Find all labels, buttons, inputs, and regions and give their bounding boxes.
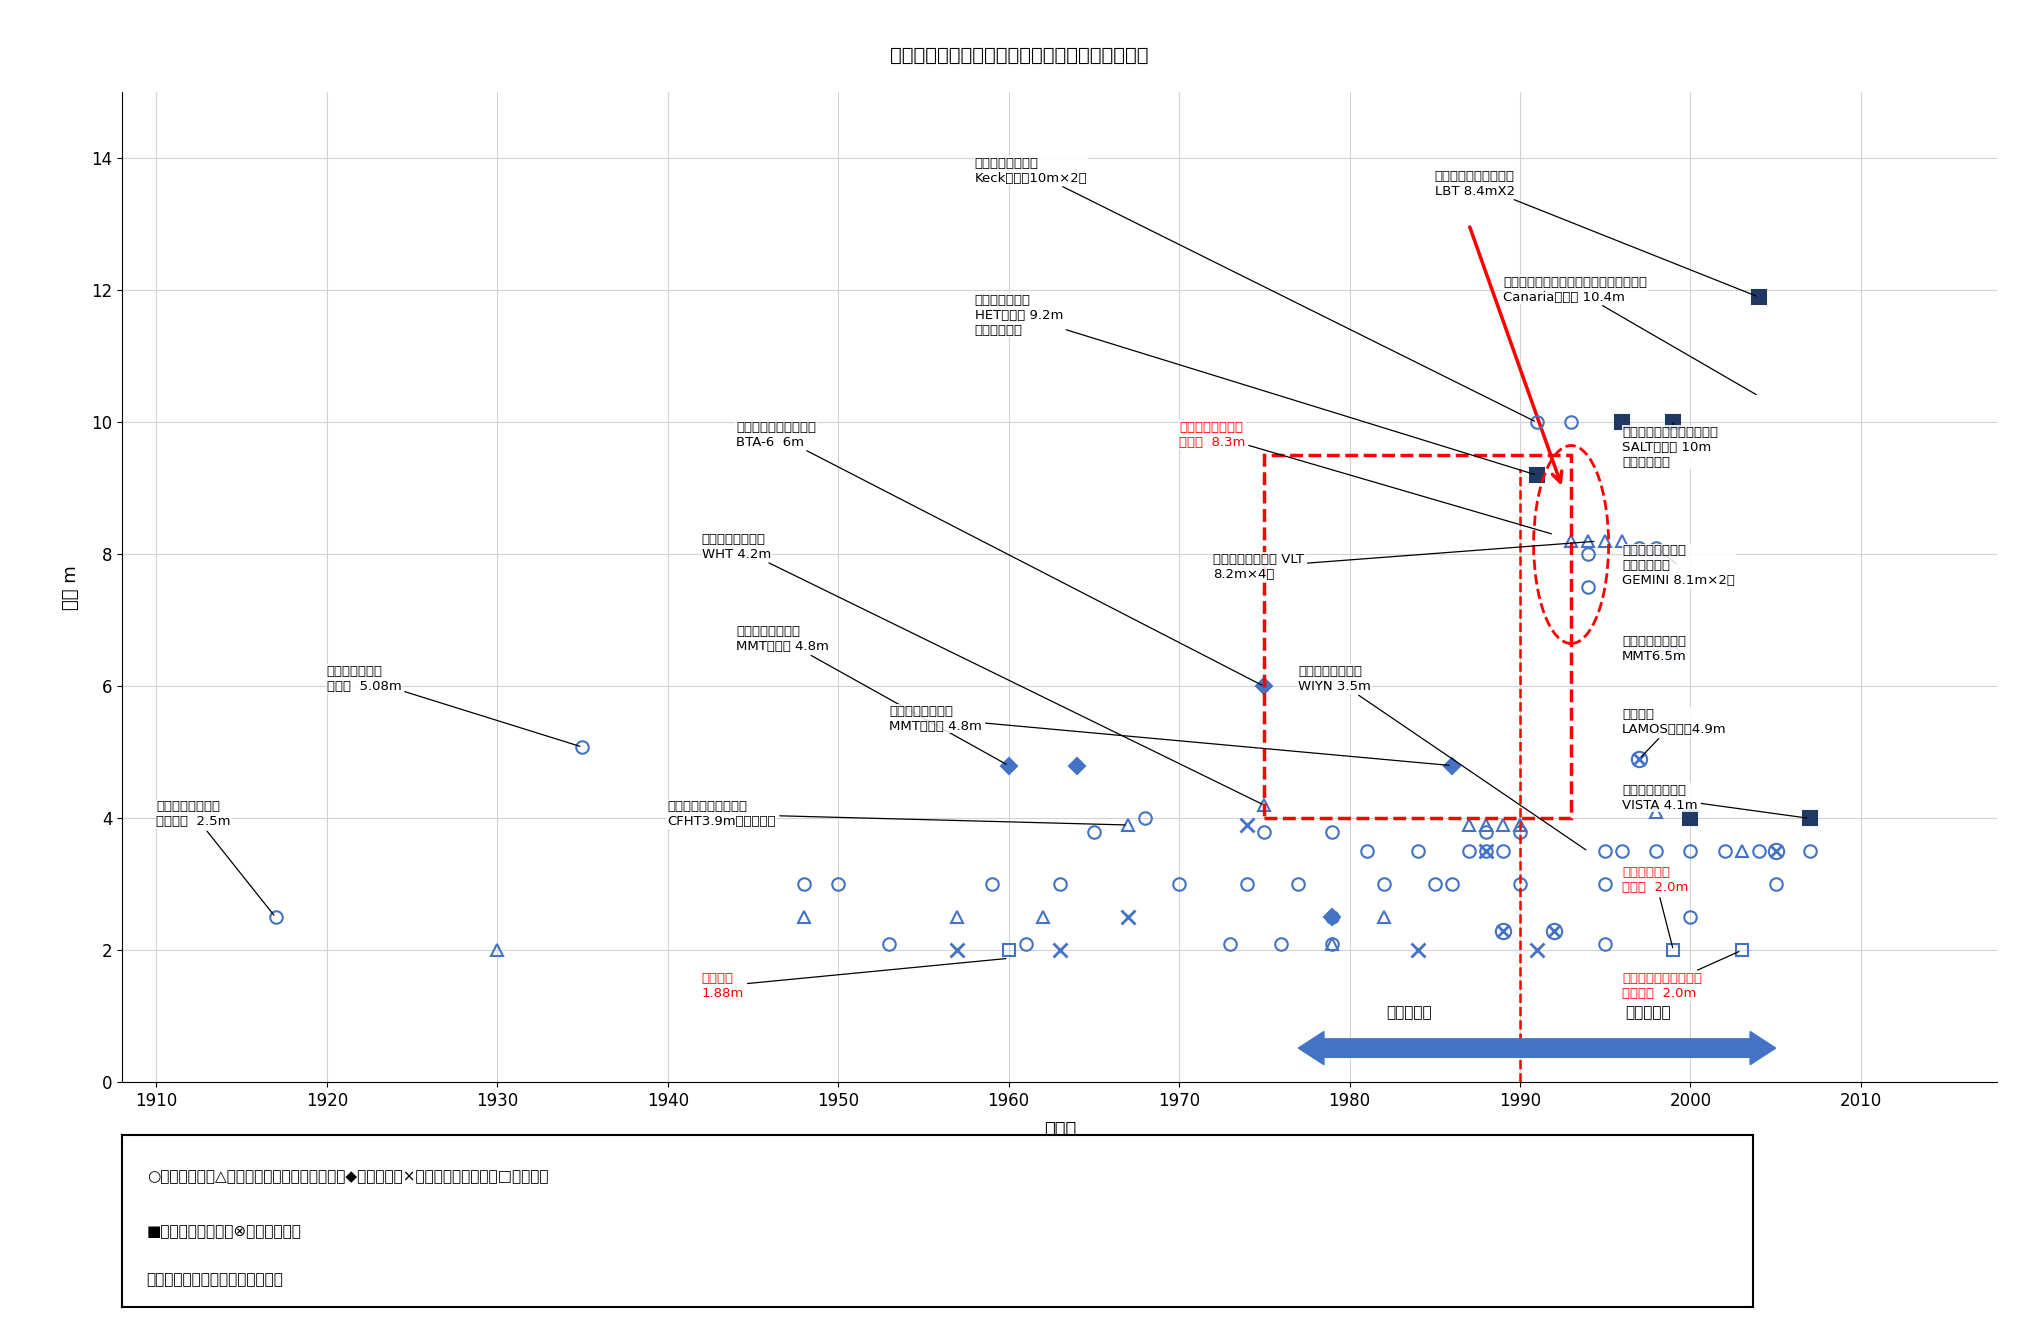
Text: 米・ホプキンス山
MMT6.5m: 米・ホプキンス山 MMT6.5m	[1622, 635, 1687, 663]
Text: 日・西はりま
なゆた  2.0m: 日・西はりま なゆた 2.0m	[1622, 866, 1690, 948]
Text: 中・興隆
LAMOS分割鏡4.9m: 中・興隆 LAMOS分割鏡4.9m	[1622, 708, 1726, 756]
Text: 米・パロマー山
ヘール  5.08m: 米・パロマー山 ヘール 5.08m	[326, 665, 581, 746]
FancyArrow shape	[1298, 1031, 1520, 1065]
Text: ソ連・コーカサス山脈
BTA-6  6m: ソ連・コーカサス山脈 BTA-6 6m	[736, 421, 1262, 685]
Text: 欧米他共：グラハム山
LBT 8.4mX2: 欧米他共：グラハム山 LBT 8.4mX2	[1435, 170, 1757, 296]
Text: 米・マウナケア山
アタカマ砂漠
GEMINI 8.1m×2台: 米・マウナケア山 アタカマ砂漠 GEMINI 8.1m×2台	[1622, 544, 1734, 587]
Text: スペイン・米・メキシコ：ラ・パルマ山
Canaria分割鏡 10.4m: スペイン・米・メキシコ：ラ・パルマ山 Canaria分割鏡 10.4m	[1502, 276, 1757, 395]
Text: 南アフリカ：サザーランド
SALT分割鏡 10m
（仰角固定）: 南アフリカ：サザーランド SALT分割鏡 10m （仰角固定）	[1622, 422, 1718, 469]
X-axis label: 完成年: 完成年	[1043, 1121, 1076, 1139]
Text: ○：アメリカ、△：イギリス・欧州・カナダ、◆：旧ソ連、×：オーストラリア、□：日本、: ○：アメリカ、△：イギリス・欧州・カナダ、◆：旧ソ連、×：オーストラリア、□：日…	[147, 1170, 548, 1184]
Text: 特記がない場合は単一鏡を示す。: 特記がない場合は単一鏡を示す。	[147, 1272, 283, 1287]
Text: 日・東大・ハレアカラ
マグナム  2.0m: 日・東大・ハレアカラ マグナム 2.0m	[1622, 952, 1738, 1001]
Bar	[1264, 455, 1571, 818]
Text: 米・キットピーク
WIYN 3.5m: 米・キットピーク WIYN 3.5m	[1298, 665, 1586, 850]
Text: 日米欧がほぼ同時に単一鏡の８ｍ級望遠鏡を建設: 日米欧がほぼ同時に単一鏡の８ｍ級望遠鏡を建設	[891, 46, 1147, 65]
Text: 赤道儀方式: 赤道儀方式	[1386, 1005, 1433, 1019]
Text: 米・マウナケア山
Keck分割鏡10m×2台: 米・マウナケア山 Keck分割鏡10m×2台	[974, 157, 1535, 421]
Text: 米・ホプキンス山
MMT分割鏡 4.8m: 米・ホプキンス山 MMT分割鏡 4.8m	[736, 626, 1007, 764]
Text: 米・ホプキンス山
MMT分割鏡 4.8m: 米・ホプキンス山 MMT分割鏡 4.8m	[889, 705, 1449, 766]
Text: 欧・ラ・パルマ山
WHT 4.2m: 欧・ラ・パルマ山 WHT 4.2m	[701, 533, 1262, 804]
Text: 欧・アタカマ砂漠 VLT
8.2m×4台: 欧・アタカマ砂漠 VLT 8.2m×4台	[1213, 541, 1594, 581]
Text: 日・マウナケア山
すばる  8.3m: 日・マウナケア山 すばる 8.3m	[1180, 421, 1551, 533]
Text: 日・岡山
1.88m: 日・岡山 1.88m	[701, 958, 1007, 1001]
Text: ■：複数国協力、　⊗：その他の国: ■：複数国協力、 ⊗：その他の国	[147, 1225, 302, 1239]
Text: 欧・アタカマ砂漠
VISTA 4.1m: 欧・アタカマ砂漠 VISTA 4.1m	[1622, 784, 1808, 818]
Text: 米・ウイルソン山
フッカー  2.5m: 米・ウイルソン山 フッカー 2.5m	[157, 800, 273, 915]
Text: 米・デイビス山
HET分割鏡 9.2m
（仰角固定）: 米・デイビス山 HET分割鏡 9.2m （仰角固定）	[974, 293, 1535, 474]
Text: 経緯台方式: 経緯台方式	[1624, 1005, 1671, 1019]
FancyArrow shape	[1520, 1031, 1775, 1065]
Y-axis label: 口径 m: 口径 m	[63, 565, 79, 610]
Text: 加仏米・マウナケア山
CFHT3.9m（赤外線）: 加仏米・マウナケア山 CFHT3.9m（赤外線）	[668, 800, 1125, 829]
